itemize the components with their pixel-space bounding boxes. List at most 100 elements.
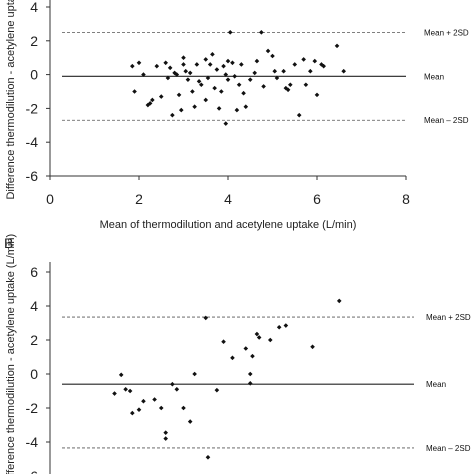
panel-a-y-tick-label: 2: [30, 33, 38, 49]
panel-a-data-point: [203, 97, 209, 103]
panel-a-data-point: [205, 75, 211, 81]
panel-b-data-point: [267, 337, 273, 343]
panel-b-data-point: [243, 346, 249, 351]
panel-a-data-point: [270, 53, 275, 59]
panel-a-mean-plus-2sd-label: Mean + 2SD: [424, 28, 469, 37]
panel-a-data-point: [196, 79, 202, 84]
panel-a-data-point: [158, 94, 164, 99]
panel-a-y-tick-label: -4: [26, 134, 39, 150]
panel-b-data-point: [256, 335, 262, 340]
panel-a-data-point: [212, 85, 217, 91]
panel-a-data-point: [219, 89, 224, 94]
panel-a-data-point: [272, 68, 278, 74]
panel-b-data-point: [247, 381, 253, 386]
panel-a-data-point: [216, 106, 222, 111]
panel-a-data-point: [288, 82, 293, 88]
panel-a-data-point: [181, 62, 186, 67]
panel-a-reference-lines: Mean + 2SD Mean Mean – 2SD: [62, 28, 469, 125]
panel-a-data-point: [259, 30, 264, 35]
panel-a-x-tick-label: 8: [402, 191, 410, 207]
panel-a-mean-label: Mean: [424, 72, 444, 81]
panel-b-reference-lines: Mean + 2SD Mean Mean – 2SD: [62, 313, 471, 453]
panel-b-y-tick-label: 4: [30, 298, 38, 314]
panel-a-data-point: [210, 52, 215, 57]
panel-b-data-point: [158, 405, 164, 411]
panel-a-data-point: [236, 82, 242, 88]
panel-a-data-point: [174, 72, 180, 77]
panel-b-data-point: [205, 455, 211, 460]
panel-b-data-point: [123, 387, 128, 392]
panel-a-data-point: [223, 121, 229, 126]
panel-a-data-point: [170, 112, 175, 118]
panel-b-data-point: [214, 387, 220, 393]
panel-a-data-point: [243, 104, 249, 110]
panel-b: B 6 4 2 0 -2 -4 -6 Mean + 2SD Mean Mean – 2SD Di…: [4, 234, 471, 474]
panel-b-data-point: [136, 407, 142, 412]
panel-a: 4 2 0 -2 -4 -6 0 2 4 6 8 Mean + 2SD Mean Mean – 2SD…: [5, 0, 469, 231]
panel-a-data-point: [308, 68, 313, 74]
panel-a-data-point: [314, 92, 320, 98]
panel-a-data-point: [303, 82, 309, 88]
panel-b-y-tick-label: 2: [30, 332, 38, 348]
panel-a-data-point: [223, 72, 229, 77]
panel-a-data-point: [185, 77, 191, 82]
panel-b-data-point: [221, 339, 226, 344]
panel-b-data-point: [163, 430, 168, 435]
panel-b-data-point: [174, 387, 180, 392]
panel-a-x-tick-label: 6: [313, 191, 321, 207]
panel-b-data-point: [254, 331, 260, 337]
panel-a-data-point: [136, 60, 142, 66]
panel-b-data-point: [130, 410, 135, 416]
panel-b-y-axis-label: Difference thermodilution - acetylene up…: [5, 234, 17, 474]
panel-a-data-point: [301, 57, 306, 62]
panel-a-data-point: [190, 89, 195, 94]
panel-a-data-point: [165, 75, 171, 81]
panel-a-x-tick-label: 4: [224, 191, 232, 207]
panel-a-data-point: [221, 63, 226, 69]
panel-a-data-point: [183, 68, 189, 74]
panel-b-data-point: [127, 388, 133, 394]
panel-a-data-point: [207, 62, 213, 67]
panel-a-points: [130, 30, 346, 126]
panel-a-data-point: [239, 62, 244, 67]
panel-b-data-point: [203, 315, 209, 321]
panel-a-data-point: [252, 70, 257, 76]
panel-a-x-tick-label: 0: [46, 191, 54, 207]
panel-a-data-point: [150, 97, 155, 103]
panel-a-data-point: [234, 107, 240, 113]
panel-b-y-tick-label: 0: [30, 366, 38, 382]
panel-b-y-tick-label: -2: [26, 400, 39, 416]
panel-a-mean-minus-2sd-label: Mean – 2SD: [424, 116, 469, 125]
panel-a-data-point: [192, 104, 197, 110]
panel-a-y-tick-label: 0: [30, 67, 38, 83]
panel-a-data-point: [285, 87, 291, 93]
panel-a-data-point: [178, 107, 184, 113]
panel-b-data-point: [181, 405, 186, 411]
panel-b-y-tick-label: 6: [30, 264, 38, 280]
panel-a-data-point: [341, 68, 346, 74]
panel-a-data-point: [292, 62, 298, 67]
panel-a-data-point: [154, 63, 160, 69]
panel-a-data-point: [247, 77, 253, 82]
panel-a-data-point: [232, 73, 237, 79]
panel-b-mean-plus-2sd-label: Mean + 2SD: [426, 313, 471, 322]
panel-b-data-point: [230, 355, 235, 361]
panel-a-data-point: [203, 57, 209, 62]
panel-b-mean-label: Mean: [426, 380, 446, 389]
panel-b-data-point: [112, 391, 117, 396]
panel-a-data-point: [214, 67, 220, 72]
panel-a-data-point: [227, 30, 233, 35]
panel-b-data-point: [192, 371, 197, 377]
panel-a-data-point: [163, 60, 168, 66]
panel-a-data-point: [265, 48, 271, 54]
panel-a-data-point: [230, 60, 235, 66]
panel-a-y-axis-label: Difference thermodilution - acetylene up…: [5, 0, 17, 200]
panel-b-data-point: [250, 353, 255, 359]
panel-b-data-point: [336, 298, 342, 304]
panel-a-data-point: [321, 63, 326, 69]
panel-b-mean-minus-2sd-label: Mean – 2SD: [426, 444, 471, 453]
panel-b-data-point: [141, 398, 146, 404]
panel-a-data-point: [274, 75, 280, 81]
panel-b-data-point: [310, 344, 315, 350]
panel-b-y-tick-label: -4: [26, 434, 39, 450]
